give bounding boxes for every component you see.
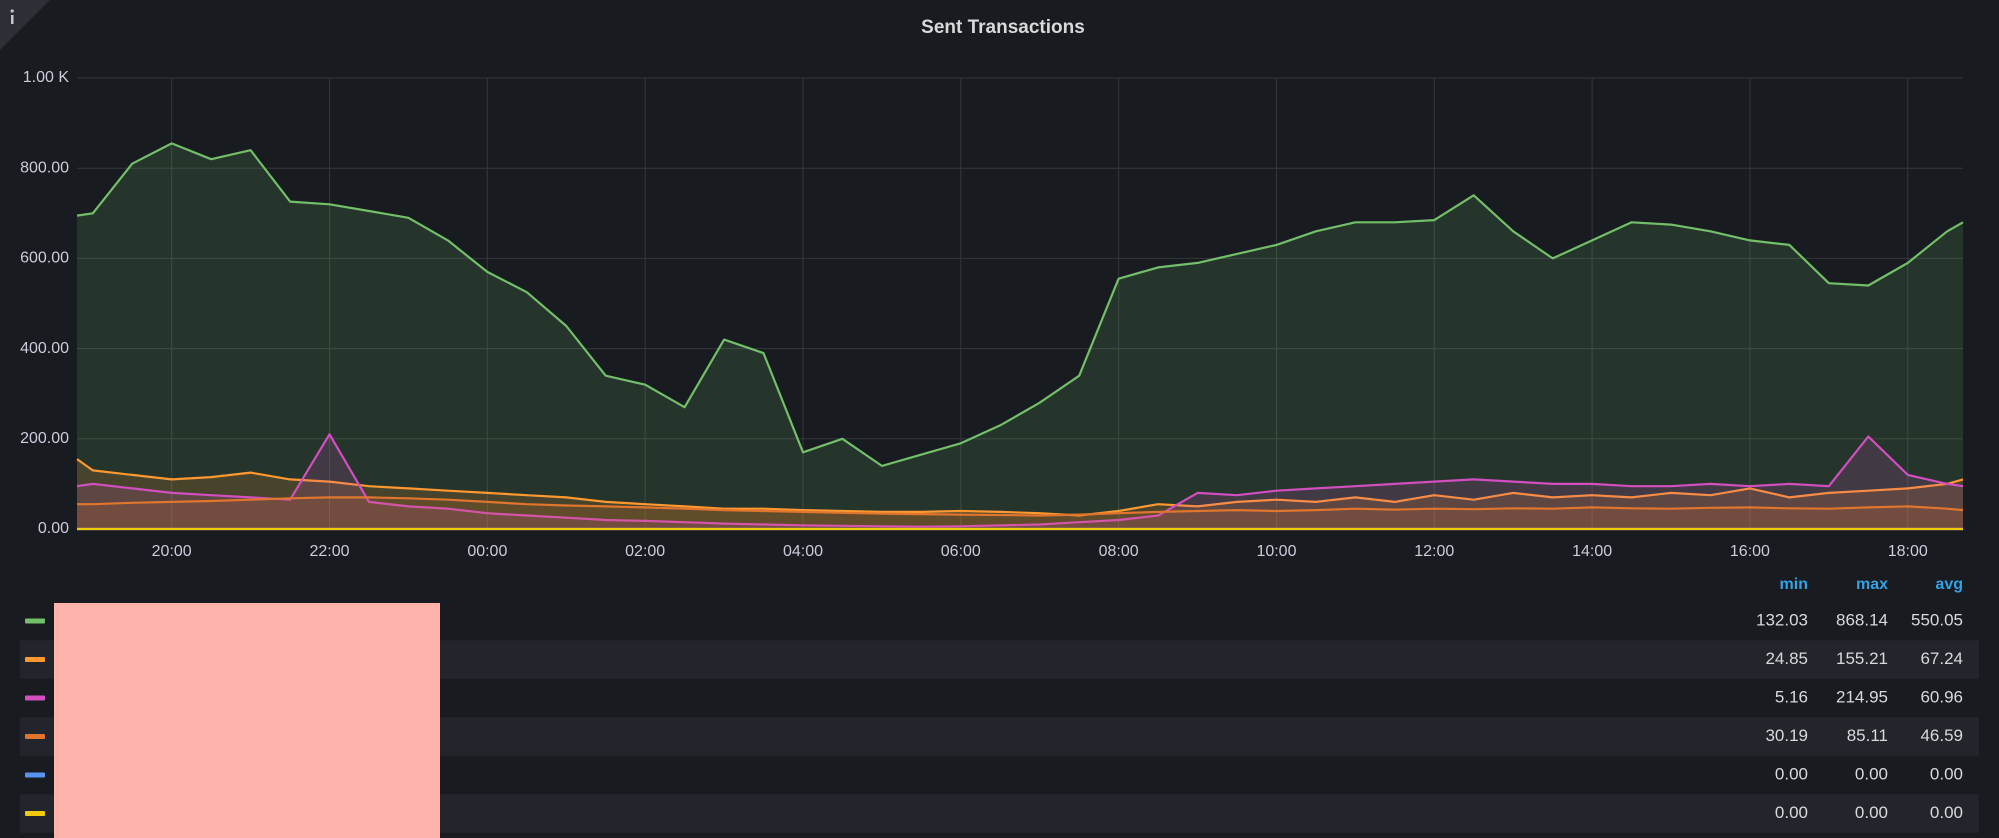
legend-value: 0.00 [1855,803,1888,822]
area-fill [77,459,1963,529]
legend-swatch [25,734,45,739]
x-tick-label: 10:00 [1256,543,1296,560]
area-fill [77,434,1963,529]
x-tick-label: 04:00 [783,543,823,560]
series-line [77,496,1964,517]
legend-swatch [25,772,45,778]
legend-swatch [25,811,45,816]
legend-value: 30.19 [1765,726,1808,745]
x-tick-label: 02:00 [625,543,665,560]
legend-value: 60.96 [1920,687,1963,706]
series-line [76,142,1964,467]
x-tick-label: 08:00 [1099,543,1139,560]
series-line [76,433,1964,528]
legend-swatch [25,695,45,701]
legend-value: 0.00 [1775,764,1808,783]
legend-value: 132.03 [1756,610,1808,629]
legend-value: 868.14 [1836,610,1888,629]
redacted-names [54,603,440,838]
x-tick-label: 20:00 [152,543,192,560]
legend-value: 46.59 [1920,726,1963,745]
legend-value: 67.24 [1920,649,1963,668]
legend-value: 214.95 [1836,687,1888,706]
legend-header: avg [1935,576,1963,593]
legend-value: 155.21 [1836,649,1888,668]
panel-title: Sent Transactions [921,17,1085,38]
y-tick-label: 800.00 [20,159,69,176]
x-tick-label: 16:00 [1730,543,1770,560]
y-tick-label: 200.00 [20,430,69,447]
x-tick-label: 14:00 [1572,543,1612,560]
legend-value: 0.00 [1775,803,1808,822]
legend-value: 0.00 [1930,803,1963,822]
y-tick-label: 1.00 K [23,69,70,86]
legend-value: 5.16 [1775,687,1808,706]
y-tick-label: 0.00 [38,520,69,537]
legend-header: min [1780,576,1808,593]
x-tick-label: 00:00 [467,543,507,560]
y-tick-label: 600.00 [20,250,69,267]
legend-swatch [25,657,45,662]
legend-header: max [1856,576,1888,593]
area-fill [77,143,1963,529]
x-tick-label: 06:00 [941,543,981,560]
y-tick-label: 400.00 [20,340,69,357]
legend-value: 85.11 [1847,726,1888,745]
info-icon-dot [10,9,14,13]
info-icon [11,15,14,24]
x-tick-label: 18:00 [1888,543,1928,560]
x-tick-label: 12:00 [1414,543,1454,560]
legend-value: 0.00 [1855,764,1888,783]
legend-swatch [25,618,45,624]
legend-value: 0.00 [1930,764,1963,783]
x-tick-label: 22:00 [309,543,349,560]
legend-value: 24.85 [1765,649,1808,668]
legend-value: 550.05 [1911,610,1963,629]
series-line [76,458,1964,517]
